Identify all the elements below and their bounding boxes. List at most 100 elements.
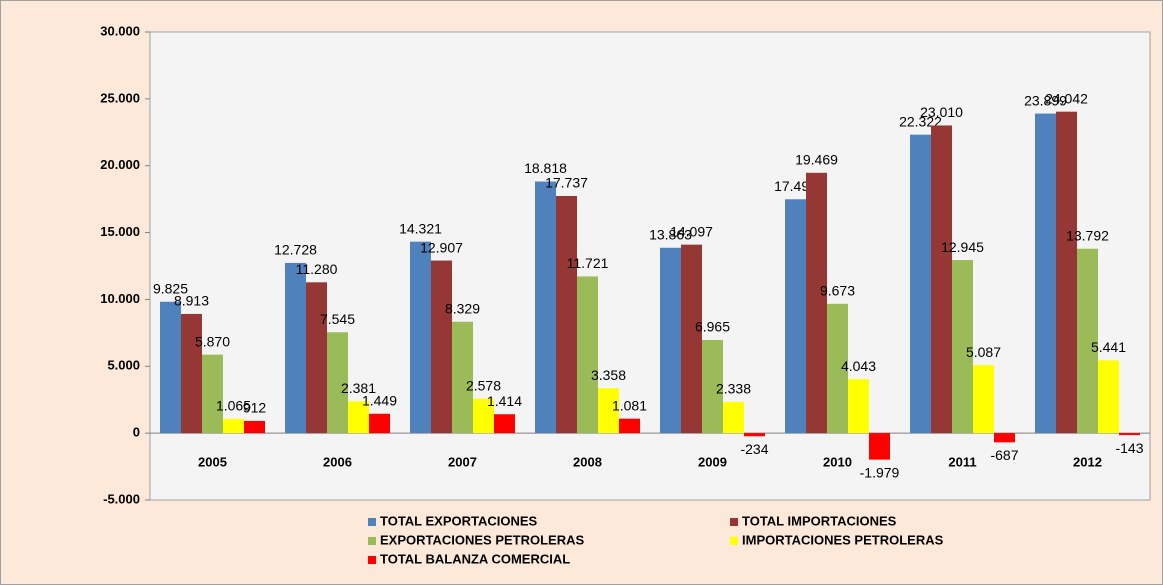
value-label: 2.338 [716,381,751,397]
bar [181,313,202,434]
value-label: 2.381 [341,380,376,396]
bar [556,195,577,434]
bar [931,125,952,434]
value-label: 5.441 [1091,339,1126,355]
value-label: 912 [243,400,267,416]
value-label: -143 [1115,440,1143,456]
y-tick-label: -5.000 [103,491,140,506]
x-tick-label: 2012 [1073,455,1102,470]
bar [348,401,369,434]
bar [410,241,431,434]
value-label: -234 [740,441,768,457]
value-label: 7.545 [320,311,355,327]
bar [1056,111,1077,434]
legend-label: TOTAL BALANZA COMERCIAL [380,551,570,566]
value-label: 3.358 [591,367,626,383]
value-label: -687 [990,447,1018,463]
value-label: 1.414 [487,393,522,409]
value-label: -1.979 [860,464,900,480]
value-label: 12.907 [420,239,463,255]
value-label: 5.087 [966,344,1001,360]
x-tick-label: 2009 [698,455,727,470]
bar [223,418,244,434]
bar [160,301,181,434]
value-label: 9.825 [153,280,188,296]
value-label: 14.321 [399,220,442,236]
bar [494,414,515,434]
value-label: 23.010 [920,104,963,120]
legend-swatch [368,556,376,564]
bar [723,401,744,434]
value-label: 1.065 [216,398,251,414]
x-tick-label: 2008 [573,455,602,470]
legend-label: TOTAL EXPORTACIONES [380,513,538,528]
x-tick-label: 2005 [198,455,227,470]
bar [910,134,931,434]
value-label: 19.469 [795,152,838,168]
legend-swatch [368,537,376,545]
bar [848,379,869,434]
bar [285,262,306,434]
value-label: 13.792 [1066,227,1109,243]
bar [431,260,452,434]
y-tick-label: 20.000 [100,157,140,172]
value-label: 14.097 [670,223,713,239]
bar [452,321,473,434]
x-tick-label: 2006 [323,455,352,470]
value-label: 2.578 [466,377,501,393]
x-tick-label: 2010 [823,455,852,470]
value-label: 1.081 [612,397,647,413]
bar [973,365,994,434]
bar [806,172,827,434]
bar [952,260,973,434]
value-label: 24.042 [1045,90,1088,106]
bar [1119,433,1140,436]
y-tick-label: 25.000 [100,90,140,105]
bar [744,433,765,437]
bar [577,276,598,434]
value-label: 23.899 [1024,92,1067,108]
value-label: 18.818 [524,160,567,176]
value-label: 11.721 [567,255,609,271]
legend-label: EXPORTACIONES PETROLERAS [380,532,585,547]
bar [785,199,806,434]
bar [473,398,494,434]
legend-swatch [730,537,738,545]
bar [369,413,390,434]
x-tick-label: 2011 [948,455,976,470]
bar [619,418,640,434]
value-label: 11.280 [296,261,338,277]
value-label: 4.043 [841,358,876,374]
value-label: 8.913 [174,293,209,309]
value-label: 8.329 [445,300,480,316]
bar [1077,248,1098,434]
bar [1035,113,1056,434]
bar [827,303,848,434]
value-label: 12.945 [941,239,984,255]
bar [535,181,556,434]
bar [660,247,681,434]
legend-swatch [368,518,376,526]
bar [869,433,890,460]
y-tick-label: 10.000 [100,291,140,306]
value-label: 13.863 [649,226,692,242]
bar [994,433,1015,443]
y-tick-label: 15.000 [100,224,140,239]
bar [681,244,702,434]
value-label: 12.728 [274,242,317,258]
bar [327,332,348,434]
value-label: 1.449 [362,392,397,408]
legend-label: IMPORTACIONES PETROLERAS [742,532,944,547]
x-tick-label: 2007 [448,455,477,470]
value-label: 22.322 [899,113,942,129]
value-label: 9.673 [820,283,855,299]
y-tick-label: 5.000 [107,358,140,373]
bar [244,420,265,434]
legend-swatch [730,518,738,526]
value-label: 17.737 [545,175,588,191]
bar [306,282,327,434]
value-label: 5.870 [195,333,230,349]
bar [702,340,723,434]
